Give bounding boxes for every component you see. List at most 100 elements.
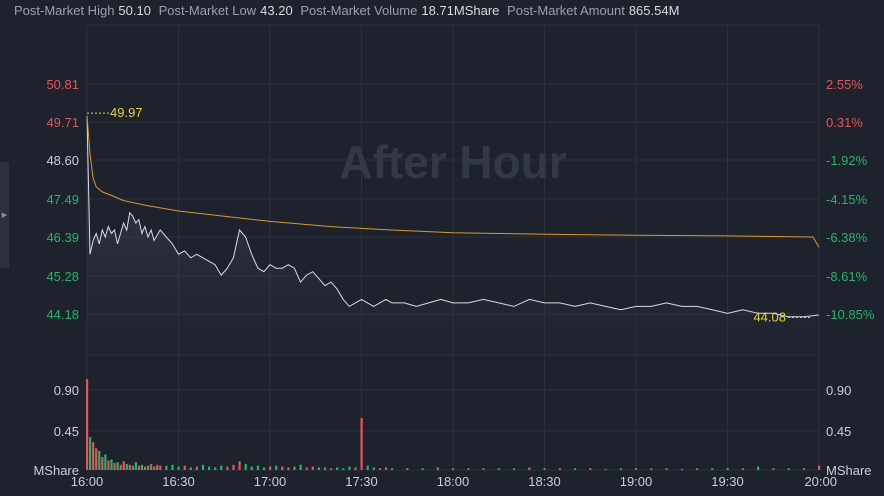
volume-bar — [232, 464, 235, 470]
volume-bar — [406, 468, 409, 470]
y-right-tick-label: -10.85% — [826, 307, 875, 322]
volume-bar — [113, 463, 116, 470]
volume-bar — [86, 379, 89, 470]
volume-bar — [269, 466, 272, 470]
volume-bar — [177, 466, 180, 470]
y-right-tick-label: -8.61% — [826, 269, 868, 284]
y-left-tick-label: 46.39 — [46, 230, 79, 245]
volume-tick-left: 0.90 — [54, 383, 79, 398]
volume-bar — [183, 465, 186, 470]
volume-bar — [635, 468, 638, 470]
volume-bar — [330, 468, 333, 470]
volume-bar — [95, 448, 98, 470]
average-price-line — [86, 115, 820, 248]
stat-label: Post-Market High — [14, 3, 115, 18]
price-line — [86, 115, 820, 318]
x-tick-label: 20:00 — [804, 474, 837, 489]
volume-bar — [220, 465, 223, 470]
volume-bar — [336, 467, 339, 470]
volume-bar — [281, 466, 284, 470]
volume-bar — [513, 468, 516, 470]
volume-bar — [226, 466, 229, 470]
volume-unit-left: MShare — [33, 463, 79, 478]
volume-bar — [772, 468, 775, 470]
volume-unit-right: MShare — [826, 463, 872, 478]
volume-bar — [384, 467, 388, 470]
volume-bar — [107, 460, 110, 470]
volume-bar — [741, 468, 744, 470]
price-area[interactable] — [86, 115, 820, 355]
volume-bar — [787, 468, 790, 470]
volume-bar — [467, 468, 470, 470]
x-tick-label: 18:00 — [437, 474, 470, 489]
x-tick-label: 17:00 — [254, 474, 287, 489]
volume-bar — [311, 466, 314, 470]
volume-tick-right: 0.90 — [826, 383, 851, 398]
volume-bar — [757, 466, 760, 470]
high-marker-label: 49.97 — [110, 105, 143, 120]
y-left-tick-label: 49.71 — [46, 115, 79, 130]
volume-bar — [818, 465, 821, 470]
volume-bar — [250, 466, 253, 470]
volume-bar — [262, 467, 266, 470]
volume-bar — [119, 464, 122, 470]
expand-panel-icon[interactable]: ▶ — [0, 162, 9, 268]
volume-bar — [137, 465, 141, 470]
volume-bar — [528, 467, 531, 470]
watermark: After Hour — [339, 136, 567, 188]
stat-label: Post-Market Volume — [300, 3, 418, 18]
low-marker-label: 44.08 — [753, 309, 786, 324]
volume-bar — [378, 468, 381, 470]
y-left-tick-label: 47.49 — [46, 192, 79, 207]
volume-bar — [354, 467, 357, 470]
volume-bar — [360, 418, 363, 470]
x-tick-label: 19:00 — [620, 474, 653, 489]
volume-bar — [128, 464, 131, 470]
volume-bar — [665, 468, 668, 470]
post-market-stats: Post-Market High 50.10 Post-Market Low 43.… — [14, 3, 683, 18]
volume-bar — [208, 466, 211, 470]
volume-bar — [201, 464, 205, 470]
volume-tick-right: 0.45 — [826, 424, 851, 439]
volume-bar — [619, 468, 622, 470]
volume-bar — [497, 468, 500, 470]
volume-bar — [696, 468, 699, 470]
volume-bar — [92, 442, 95, 470]
volume-bar — [680, 469, 683, 471]
y-right-tick-label: 0.31% — [826, 115, 863, 130]
volume-bar — [153, 466, 156, 470]
stat-label: Post-Market Amount — [507, 3, 625, 18]
volume-bar — [171, 464, 174, 470]
stat-label: Post-Market Low — [158, 3, 257, 18]
volume-bar — [726, 468, 729, 470]
y-right-tick-label: -1.92% — [826, 153, 868, 168]
volume-bar — [238, 461, 241, 470]
volume-bar — [140, 464, 144, 470]
volume-bar — [122, 461, 125, 470]
volume-bar — [366, 465, 369, 470]
volume-bar — [317, 467, 320, 470]
volume-bar — [89, 437, 92, 470]
stat-value: 50.10 — [118, 3, 151, 18]
volume-bar — [589, 468, 592, 470]
volume-bar — [189, 467, 192, 470]
price-area-fill — [87, 115, 819, 355]
volume-bar — [165, 465, 168, 470]
volume-bar — [421, 468, 424, 470]
volume-bar — [802, 468, 805, 470]
y-right-tick-label: 2.55% — [826, 77, 863, 92]
volume-tick-left: 0.45 — [54, 424, 79, 439]
y-left-tick-label: 44.18 — [46, 307, 79, 322]
stat-value: 865.54M — [628, 3, 680, 18]
volume-bar — [372, 467, 375, 470]
volume-bar — [293, 466, 296, 470]
volume-bar — [650, 468, 653, 470]
volume-bar — [604, 469, 607, 471]
volume-bar — [156, 464, 159, 470]
volume-bar — [98, 450, 101, 470]
volume-bar — [287, 467, 290, 470]
volume-bar — [452, 468, 455, 470]
y-left-tick-label: 45.28 — [46, 269, 79, 284]
volume-bar — [195, 466, 198, 470]
